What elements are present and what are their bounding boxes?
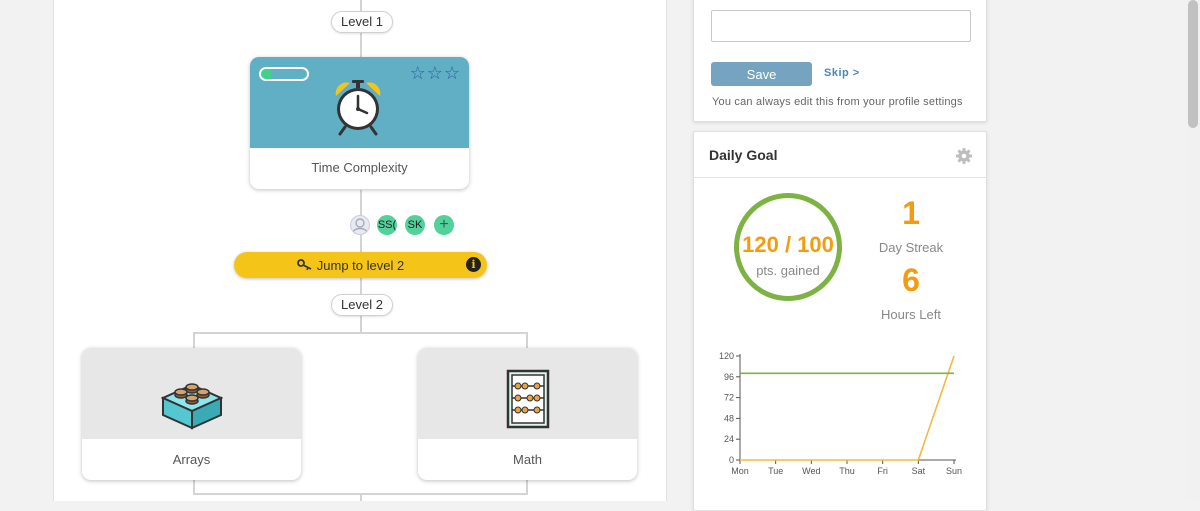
- gear-icon[interactable]: [956, 148, 972, 164]
- user-icon: [352, 218, 368, 234]
- topic-card-arrays[interactable]: Arrays: [82, 348, 301, 480]
- branch-connector: [193, 332, 528, 334]
- jump-label: Jump to level 2: [316, 258, 405, 273]
- y-tick-label: 48: [724, 413, 734, 423]
- points-caption: pts. gained: [756, 263, 820, 278]
- star-icon: ☆: [426, 63, 443, 83]
- topic-card-header: [418, 348, 637, 439]
- daily-goal-title: Daily Goal: [709, 147, 778, 163]
- member-avatar[interactable]: SK: [405, 215, 425, 235]
- streak-label: Day Streak: [878, 240, 944, 255]
- x-tick-label: Mon: [731, 466, 749, 476]
- topic-progress-bar: [259, 67, 309, 81]
- branch-connector: [526, 332, 528, 349]
- save-button[interactable]: Save: [711, 62, 812, 86]
- series-line-0: [740, 355, 955, 461]
- skip-link[interactable]: Skip >: [824, 67, 860, 79]
- level-2-pill: Level 2: [331, 294, 393, 316]
- points-value: 120 / 100: [742, 232, 834, 257]
- topic-rating: ☆ ☆ ☆: [410, 64, 460, 82]
- star-icon: ☆: [409, 63, 426, 83]
- topic-card-header: ☆ ☆ ☆: [250, 57, 469, 148]
- abacus-icon: [506, 369, 550, 429]
- y-tick-label: 120: [719, 351, 734, 361]
- jump-to-level-button[interactable]: Jump to level 2 i: [234, 252, 487, 278]
- path-connector: [360, 493, 362, 501]
- branch-connector: [193, 480, 195, 494]
- topic-card-math[interactable]: Math: [418, 348, 637, 480]
- scrollbar-thumb[interactable]: [1188, 0, 1198, 128]
- hours-left-value: 6: [902, 262, 920, 298]
- user-avatar[interactable]: [350, 215, 370, 235]
- y-tick-label: 72: [724, 393, 734, 403]
- level-1-pill: Level 1: [331, 11, 393, 33]
- topic-title: Time Complexity: [311, 160, 408, 175]
- topic-title: Math: [513, 452, 542, 467]
- daily-goal-card: Daily Goal 120 / 100 pts. gained 1 Day S…: [693, 131, 987, 511]
- topic-title: Arrays: [172, 452, 211, 467]
- x-tick-label: Tue: [768, 466, 783, 476]
- streak-value: 1: [902, 195, 920, 231]
- divider: [694, 177, 986, 178]
- topic-card-header: [82, 348, 301, 439]
- info-icon[interactable]: i: [466, 257, 481, 272]
- branch-connector: [193, 332, 195, 349]
- member-avatar[interactable]: SS(: [377, 215, 397, 235]
- x-tick-label: Sat: [912, 466, 926, 476]
- lego-brick-icon: [161, 383, 223, 430]
- topic-progress-fill: [261, 69, 272, 79]
- hours-left-label: Hours Left: [881, 307, 941, 322]
- alarm-clock-icon: [335, 80, 381, 136]
- key-icon: [297, 259, 312, 271]
- y-tick-label: 96: [724, 372, 734, 382]
- y-tick-label: 24: [724, 434, 734, 444]
- add-member-button[interactable]: +: [434, 215, 454, 235]
- profile-input[interactable]: [711, 10, 971, 42]
- branch-connector: [526, 480, 528, 494]
- x-tick-label: Wed: [802, 466, 820, 476]
- profile-hint: You can always edit this from your profi…: [712, 96, 963, 108]
- page-scrollbar[interactable]: [1186, 0, 1200, 501]
- weekly-points-chart: 0 24 48 72 96 120 Mon Tue Wed Thu Fri Sat Sun: [719, 351, 962, 476]
- points-ring: 120 / 100 pts. gained: [734, 193, 842, 301]
- x-tick-label: Fri: [877, 466, 888, 476]
- topic-card-time-complexity[interactable]: ☆ ☆ ☆ Time Complexity: [250, 57, 469, 189]
- y-tick-label: 0: [729, 455, 734, 465]
- star-icon: ☆: [443, 63, 460, 83]
- x-tick-label: Thu: [839, 466, 855, 476]
- x-tick-label: Sun: [946, 466, 962, 476]
- profile-prompt-card: Save Skip > You can always edit this fro…: [693, 0, 987, 122]
